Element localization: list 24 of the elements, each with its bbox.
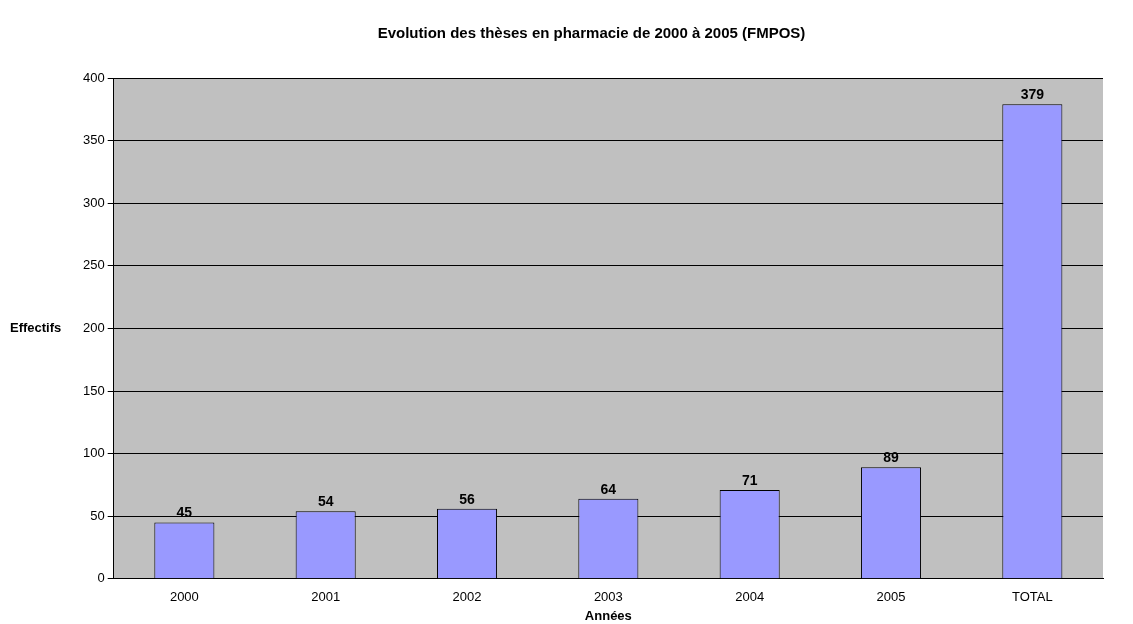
y-tick-label: 350 [82, 132, 105, 148]
data-label: 64 [600, 480, 617, 497]
y-tick-label: 100 [82, 445, 105, 461]
x-tick-label: 2002 [452, 589, 482, 605]
y-tick-label: 250 [82, 257, 105, 273]
x-tick-label: 2004 [735, 589, 765, 605]
x-tick-label: 2003 [593, 589, 623, 605]
x-tick-label: 2005 [876, 589, 906, 605]
y-tick-label: 300 [82, 194, 105, 210]
chart-title: Evolution des thèses en pharmacie de 2000 à 2005 (FMPOS) [377, 24, 806, 42]
data-label: 56 [459, 490, 476, 507]
y-tick-label: 0 [97, 570, 105, 586]
x-axis-title: Années [584, 607, 632, 623]
y-tick-label: 150 [82, 382, 105, 398]
y-axis-title: Effectifs [10, 319, 62, 335]
data-label: 379 [1020, 86, 1045, 103]
x-tick-label: 2001 [311, 589, 341, 605]
y-tick-label: 200 [82, 319, 105, 335]
data-label: 54 [317, 493, 334, 510]
y-tick-label: 50 [90, 507, 105, 523]
x-tick-label: TOTAL [1011, 589, 1053, 605]
data-label: 71 [741, 471, 758, 488]
x-tick-label: 2000 [169, 589, 199, 605]
y-tick-label: 400 [82, 69, 105, 85]
